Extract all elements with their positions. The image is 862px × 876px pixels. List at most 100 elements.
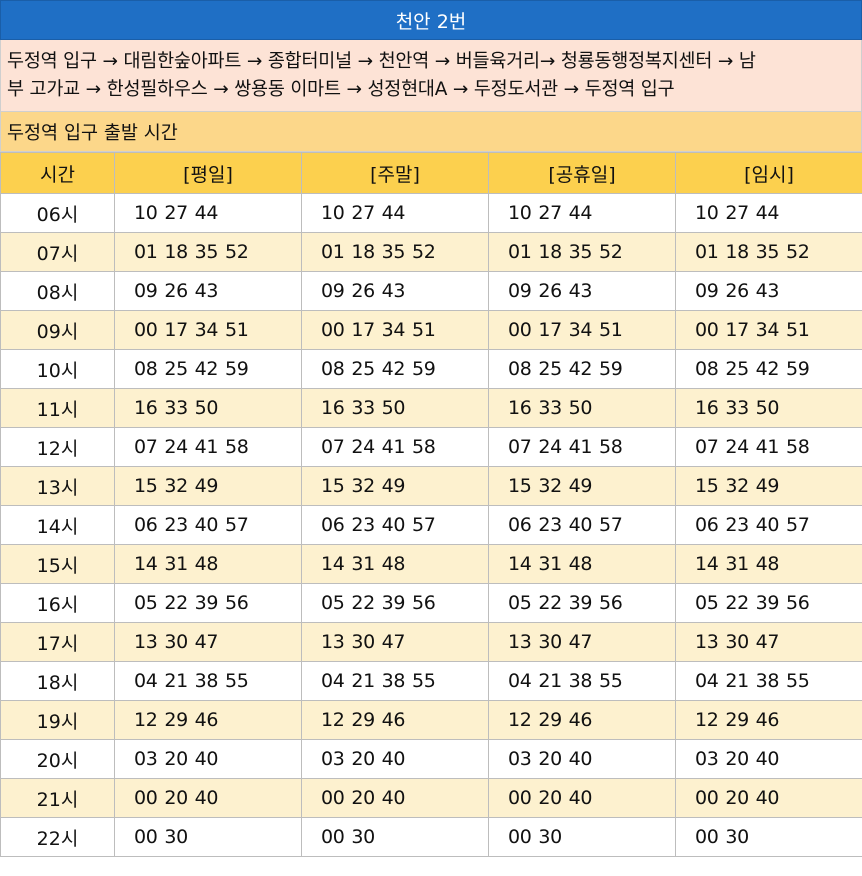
hour-cell: 13시 (0, 466, 115, 506)
weekday-times-cell: 13 30 47 (114, 622, 302, 662)
weekend-times-cell: 03 20 40 (301, 739, 489, 779)
weekday-times-cell: 16 33 50 (114, 388, 302, 428)
departure-label-text: 두정역 입구 출발 시간 (7, 122, 178, 144)
temporary-times-cell: 00 20 40 (675, 778, 862, 818)
table-row: 17시 13 30 47 13 30 47 13 30 47 13 30 47 (0, 622, 862, 662)
header-hour: 시간 (0, 152, 115, 194)
weekend-times-cell: 04 21 38 55 (301, 661, 489, 701)
weekend-times-cell: 10 27 44 (301, 193, 489, 233)
weekend-times-cell: 09 26 43 (301, 271, 489, 311)
holiday-times-cell: 03 20 40 (488, 739, 676, 779)
weekend-times-cell: 05 22 39 56 (301, 583, 489, 623)
weekday-times-cell: 00 20 40 (114, 778, 302, 818)
temporary-times-cell: 12 29 46 (675, 700, 862, 740)
hour-cell: 07시 (0, 232, 115, 272)
weekday-times-cell: 10 27 44 (114, 193, 302, 233)
hour-cell: 16시 (0, 583, 115, 623)
weekend-times-cell: 01 18 35 52 (301, 232, 489, 272)
holiday-times-cell: 12 29 46 (488, 700, 676, 740)
weekend-times-cell: 07 24 41 58 (301, 427, 489, 467)
temporary-times-cell: 16 33 50 (675, 388, 862, 428)
temporary-times-cell: 03 20 40 (675, 739, 862, 779)
holiday-times-cell: 07 24 41 58 (488, 427, 676, 467)
weekday-times-cell: 15 32 49 (114, 466, 302, 506)
temporary-times-cell: 01 18 35 52 (675, 232, 862, 272)
table-row: 10시 08 25 42 59 08 25 42 59 08 25 42 59 08 2… (0, 349, 862, 389)
holiday-times-cell: 09 26 43 (488, 271, 676, 311)
weekend-times-cell: 00 30 (301, 817, 489, 857)
holiday-times-cell: 10 27 44 (488, 193, 676, 233)
weekend-times-cell: 12 29 46 (301, 700, 489, 740)
temporary-times-cell: 07 24 41 58 (675, 427, 862, 467)
hour-cell: 20시 (0, 739, 115, 779)
weekday-times-cell: 04 21 38 55 (114, 661, 302, 701)
hour-cell: 15시 (0, 544, 115, 584)
weekday-times-cell: 06 23 40 57 (114, 505, 302, 545)
weekday-times-cell: 07 24 41 58 (114, 427, 302, 467)
table-row: 21시 00 20 40 00 20 40 00 20 40 00 20 40 (0, 778, 862, 818)
hour-cell: 19시 (0, 700, 115, 740)
temporary-times-cell: 15 32 49 (675, 466, 862, 506)
holiday-times-cell: 05 22 39 56 (488, 583, 676, 623)
table-row: 18시 04 21 38 55 04 21 38 55 04 21 38 55 04 2… (0, 661, 862, 701)
table-row: 22시 00 30 00 30 00 30 00 30 (0, 817, 862, 857)
route-description: 두정역 입구 → 대림한숲아파트 → 종합터미널 → 천안역 → 버들육거리→ … (0, 40, 862, 112)
temporary-times-cell: 04 21 38 55 (675, 661, 862, 701)
holiday-times-cell: 00 17 34 51 (488, 310, 676, 350)
hour-cell: 10시 (0, 349, 115, 389)
holiday-times-cell: 00 30 (488, 817, 676, 857)
hour-cell: 06시 (0, 193, 115, 233)
table-row: 15시 14 31 48 14 31 48 14 31 48 14 31 48 (0, 544, 862, 584)
holiday-times-cell: 14 31 48 (488, 544, 676, 584)
table-row: 07시 01 18 35 52 01 18 35 52 01 18 35 52 01 1… (0, 232, 862, 272)
hour-cell: 22시 (0, 817, 115, 857)
temporary-times-cell: 09 26 43 (675, 271, 862, 311)
weekend-times-cell: 14 31 48 (301, 544, 489, 584)
weekday-times-cell: 08 25 42 59 (114, 349, 302, 389)
weekend-times-cell: 15 32 49 (301, 466, 489, 506)
weekend-times-cell: 08 25 42 59 (301, 349, 489, 389)
table-row: 13시 15 32 49 15 32 49 15 32 49 15 32 49 (0, 466, 862, 506)
route-title-text: 천안 2번 (395, 10, 467, 33)
weekday-times-cell: 03 20 40 (114, 739, 302, 779)
route-line-1: 두정역 입구 → 대림한숲아파트 → 종합터미널 → 천안역 → 버들육거리→ … (7, 51, 756, 72)
holiday-times-cell: 01 18 35 52 (488, 232, 676, 272)
holiday-times-cell: 16 33 50 (488, 388, 676, 428)
temporary-times-cell: 14 31 48 (675, 544, 862, 584)
hour-cell: 09시 (0, 310, 115, 350)
weekend-times-cell: 13 30 47 (301, 622, 489, 662)
table-row: 06시 10 27 44 10 27 44 10 27 44 10 27 44 (0, 193, 862, 233)
weekday-times-cell: 01 18 35 52 (114, 232, 302, 272)
weekend-times-cell: 00 17 34 51 (301, 310, 489, 350)
holiday-times-cell: 00 20 40 (488, 778, 676, 818)
holiday-times-cell: 04 21 38 55 (488, 661, 676, 701)
hour-cell: 11시 (0, 388, 115, 428)
hour-cell: 12시 (0, 427, 115, 467)
temporary-times-cell: 05 22 39 56 (675, 583, 862, 623)
holiday-times-cell: 15 32 49 (488, 466, 676, 506)
table-row: 11시 16 33 50 16 33 50 16 33 50 16 33 50 (0, 388, 862, 428)
weekend-times-cell: 06 23 40 57 (301, 505, 489, 545)
hour-cell: 14시 (0, 505, 115, 545)
table-row: 12시 07 24 41 58 07 24 41 58 07 24 41 58 07 2… (0, 427, 862, 467)
table-row: 14시 06 23 40 57 06 23 40 57 06 23 40 57 06 2… (0, 505, 862, 545)
schedule-body: 06시 10 27 44 10 27 44 10 27 44 10 27 44 07시 01… (0, 193, 862, 857)
departure-label: 두정역 입구 출발 시간 (0, 112, 862, 152)
table-header-row: 시간 [평일] [주말] [공휴일] [임시] (0, 152, 862, 194)
temporary-times-cell: 13 30 47 (675, 622, 862, 662)
weekend-times-cell: 16 33 50 (301, 388, 489, 428)
weekday-times-cell: 09 26 43 (114, 271, 302, 311)
route-title: 천안 2번 (0, 0, 862, 40)
holiday-times-cell: 06 23 40 57 (488, 505, 676, 545)
table-row: 09시 00 17 34 51 00 17 34 51 00 17 34 51 00 1… (0, 310, 862, 350)
table-row: 08시 09 26 43 09 26 43 09 26 43 09 26 43 (0, 271, 862, 311)
weekend-times-cell: 00 20 40 (301, 778, 489, 818)
table-row: 20시 03 20 40 03 20 40 03 20 40 03 20 40 (0, 739, 862, 779)
temporary-times-cell: 00 17 34 51 (675, 310, 862, 350)
hour-cell: 08시 (0, 271, 115, 311)
weekday-times-cell: 00 17 34 51 (114, 310, 302, 350)
hour-cell: 21시 (0, 778, 115, 818)
table-row: 16시 05 22 39 56 05 22 39 56 05 22 39 56 05 2… (0, 583, 862, 623)
weekday-times-cell: 00 30 (114, 817, 302, 857)
